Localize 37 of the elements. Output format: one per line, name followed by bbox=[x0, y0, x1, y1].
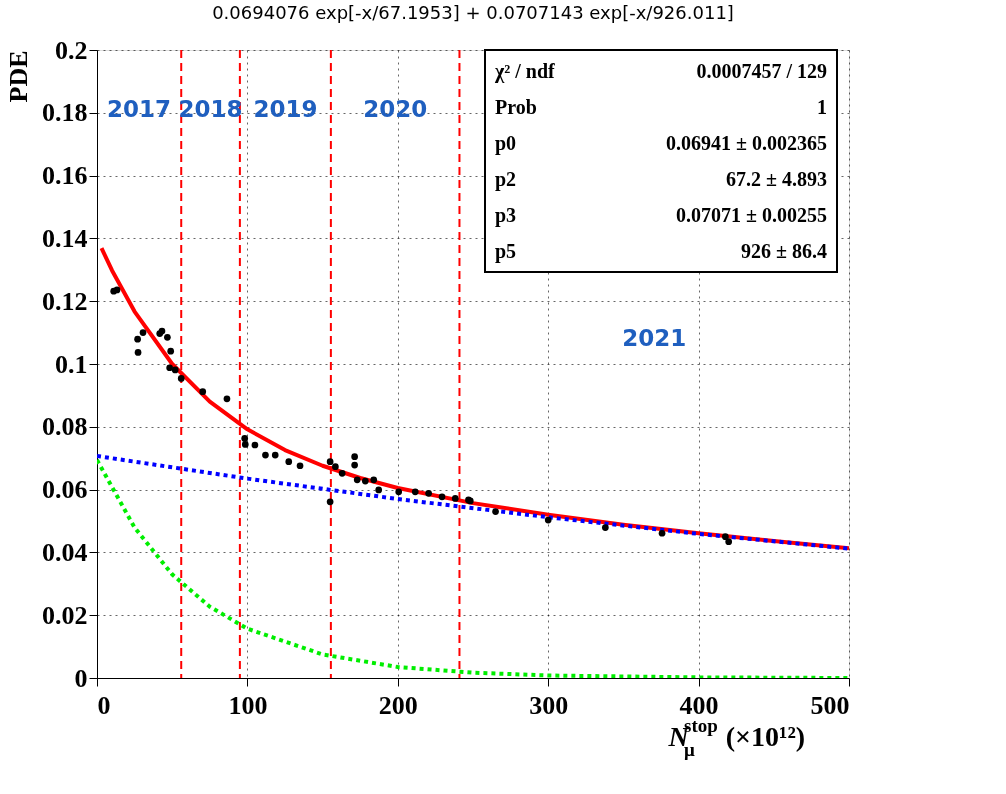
annotation: χ² / ndf bbox=[494, 60, 556, 83]
y-tick-label: 0 bbox=[74, 663, 88, 693]
x-tick-label: 300 bbox=[529, 690, 569, 720]
annotation: p5 bbox=[495, 240, 517, 263]
annotation: 1 bbox=[817, 96, 827, 118]
annotation: 2019 bbox=[253, 96, 318, 122]
y-tick-label: 0.2 bbox=[55, 35, 88, 65]
annotation: 2018 bbox=[178, 96, 243, 122]
annotation: p2 bbox=[495, 168, 517, 191]
x-tick-label: 200 bbox=[378, 690, 418, 720]
annotation: 926 ± 86.4 bbox=[741, 240, 827, 262]
annotation: 67.2 ± 4.893 bbox=[726, 168, 827, 190]
line-series bbox=[97, 454, 849, 551]
y-tick-label: 0.02 bbox=[42, 600, 88, 630]
y-tick-label: 0.14 bbox=[42, 223, 88, 253]
y-tick-label: 0.16 bbox=[42, 161, 88, 191]
annotation: 2020 bbox=[363, 96, 428, 122]
x-tick-label: 500 bbox=[810, 690, 850, 720]
y-tick-label: 0.12 bbox=[42, 286, 88, 316]
annotation: 2017 bbox=[107, 96, 172, 122]
y-tick-label: 0.04 bbox=[42, 537, 88, 567]
annotation: Prob bbox=[495, 96, 537, 118]
annotation: p0 bbox=[495, 132, 517, 155]
y-tick-label: 0.06 bbox=[42, 475, 88, 505]
x-tick-label: 400 bbox=[679, 690, 719, 720]
y-tick-label: 0.18 bbox=[42, 98, 88, 128]
x-tick-label: 0 bbox=[97, 690, 111, 720]
chart-title: 0.0694076 exp[-x/67.1953] + 0.0707143 exp[-x/926.011] bbox=[212, 2, 734, 23]
annotation: 2021 bbox=[622, 324, 687, 351]
y-tick-label: 0.08 bbox=[42, 412, 88, 442]
annotation: 0.06941 ± 0.002365 bbox=[666, 132, 827, 154]
annotation: 0.0007457 / 129 bbox=[696, 60, 827, 82]
y-tick-label: 0.1 bbox=[55, 349, 88, 379]
x-tick-label: 100 bbox=[228, 690, 268, 720]
annotation: 0.07071 ± 0.00255 bbox=[676, 204, 827, 226]
y-axis-title: PDE bbox=[4, 50, 33, 103]
annotation: p3 bbox=[495, 204, 517, 227]
